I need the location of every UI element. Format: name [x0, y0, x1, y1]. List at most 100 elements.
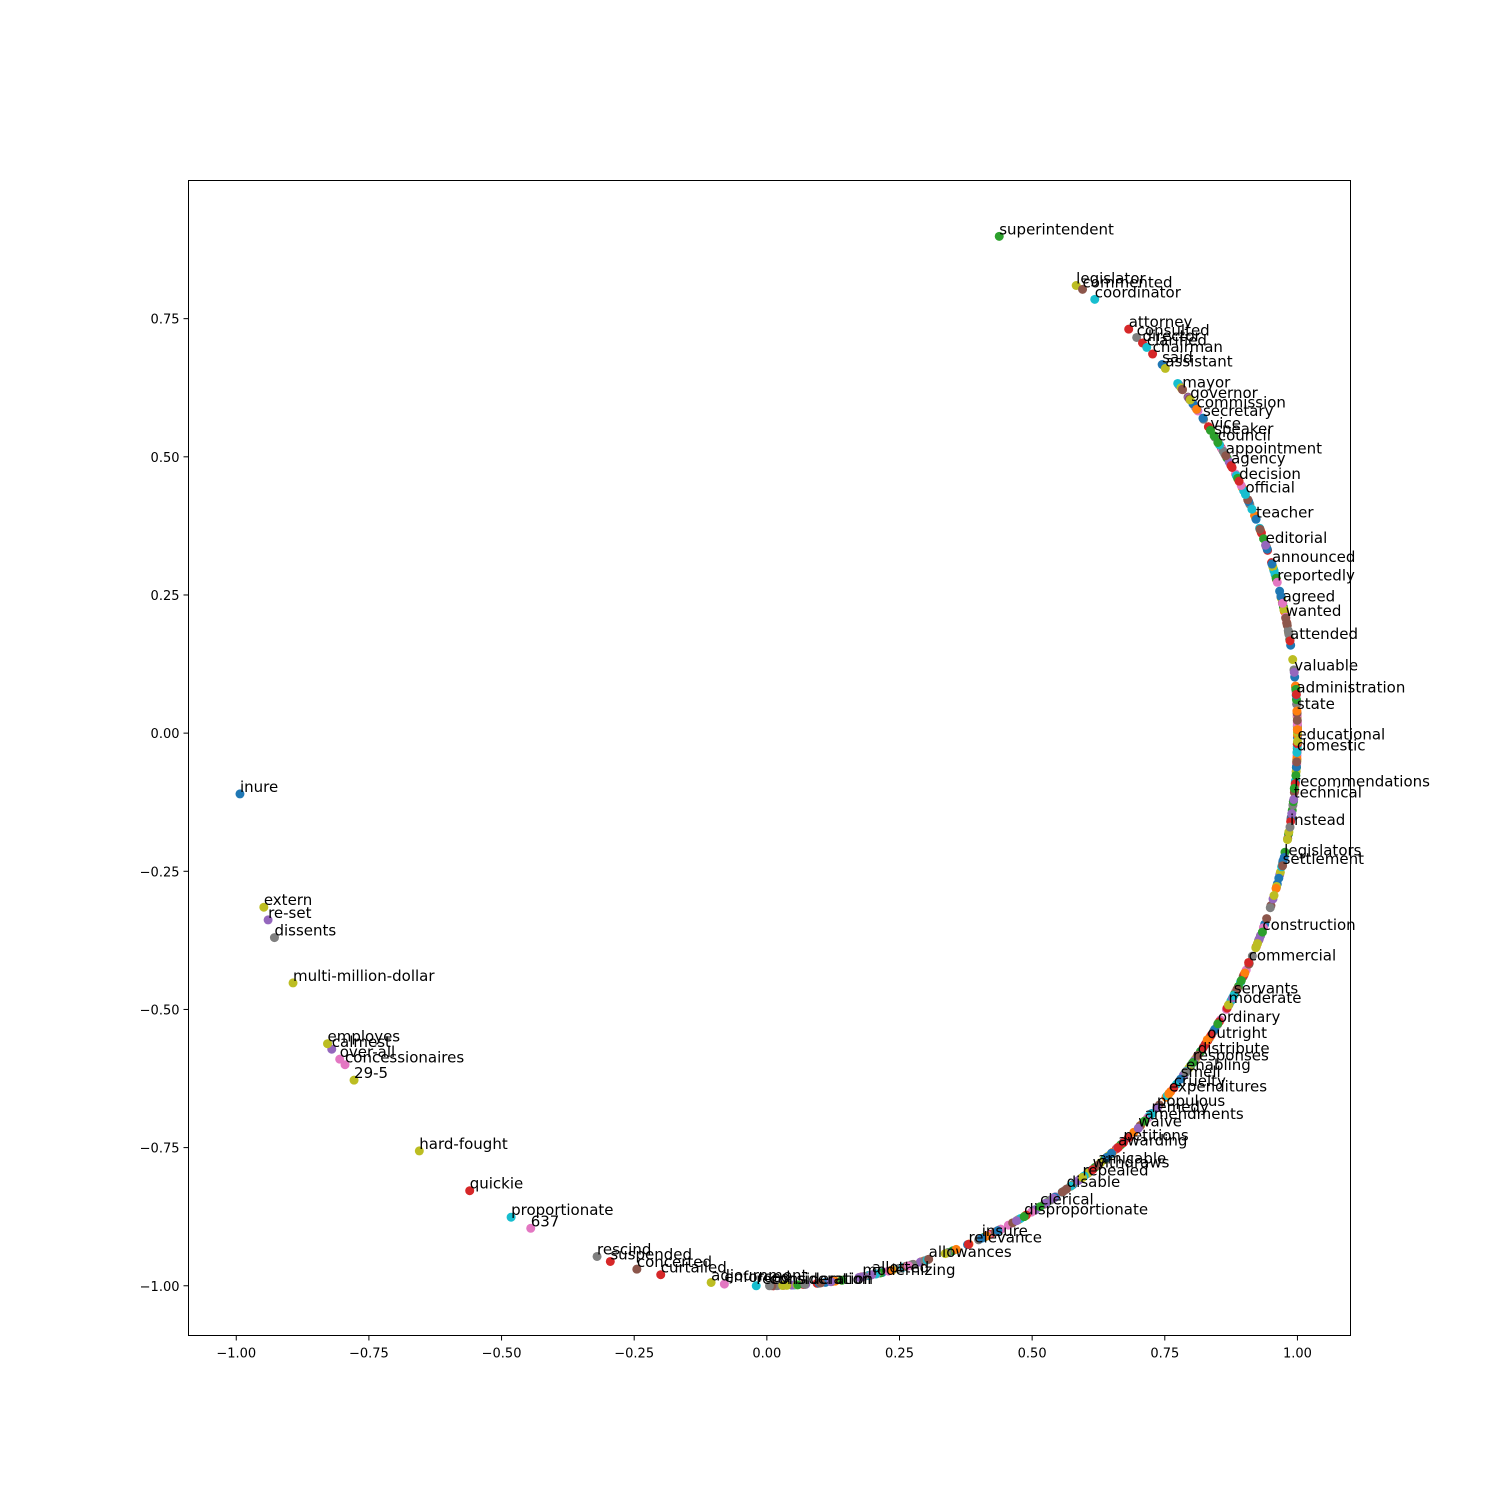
x-tick-label: −1.00: [216, 1347, 256, 1362]
y-axis-ticks: 0.75 0.50 0.25 0.00 −0.25 −0.50 −0.75 −1.00: [140, 313, 189, 1295]
point-label: secretary: [1203, 402, 1274, 420]
scatter-point: [1292, 736, 1302, 746]
x-tick-label: −0.25: [614, 1347, 654, 1362]
scatter-point: [1140, 1116, 1150, 1126]
scatter-point: [1181, 1067, 1191, 1077]
scatter-point: [1164, 1088, 1174, 1098]
point-label: amicable: [1098, 1149, 1166, 1167]
x-tick-label: 0.50: [1018, 1347, 1047, 1362]
scatter-point: [1255, 524, 1265, 534]
y-tick-label: 0.75: [151, 313, 180, 328]
scatter-point: [526, 1223, 536, 1233]
point-label: reportedly: [1277, 566, 1355, 584]
scatter-point: [1252, 939, 1262, 949]
scatter-point: [335, 1054, 345, 1064]
scatter-point: [1188, 1058, 1198, 1067]
scatter-point: [1113, 1143, 1123, 1153]
scatter-point: [1147, 1109, 1157, 1119]
scatter-point: [940, 1249, 950, 1259]
scatter-point: [1291, 770, 1301, 780]
x-tick-label: 0.25: [885, 1347, 914, 1362]
point-label: allowances: [929, 1243, 1012, 1261]
point-label: wanted: [1286, 602, 1342, 620]
point-label: mayor: [1182, 373, 1231, 391]
point-label: modernizing: [862, 1261, 955, 1279]
point-label: enforced: [724, 1268, 790, 1286]
scatter-point: [706, 1277, 716, 1287]
scatter-point: [837, 1275, 847, 1285]
scatter-point: [826, 1277, 836, 1287]
point-label: speaker: [1214, 420, 1274, 438]
scatter-point: [1285, 636, 1295, 646]
scatter-point: [1282, 835, 1292, 845]
point-label: withdraws: [1093, 1154, 1170, 1172]
scatter-point: [1124, 324, 1134, 334]
scatter-point: [1292, 747, 1302, 757]
scatter-point: [1205, 425, 1215, 435]
scatter-point: [1272, 577, 1282, 587]
scatter-point: [592, 1251, 602, 1261]
scatter-point: [1257, 927, 1267, 937]
point-label: ordinary: [1218, 1008, 1281, 1026]
scatter-point: [924, 1254, 934, 1264]
scatter-point: [1236, 976, 1246, 986]
point-label: valuable: [1294, 656, 1358, 674]
scatter-point: [1142, 342, 1152, 352]
scatter-point: [1292, 706, 1302, 716]
scatter-point: [656, 1270, 666, 1280]
point-label: clerical: [1040, 1191, 1094, 1209]
x-tick-label: −0.50: [482, 1347, 522, 1362]
scatter-point: [288, 978, 298, 988]
point-label: extern: [264, 891, 312, 909]
scatter-point: [1185, 395, 1195, 405]
scatter-point: [263, 915, 273, 925]
point-label: waive: [1138, 1112, 1182, 1130]
scatter-point: [1148, 349, 1158, 359]
point-label: relevance: [968, 1228, 1042, 1246]
point-label: calmest: [332, 1033, 391, 1051]
scatter-point: [1106, 1148, 1116, 1158]
point-label: outright: [1207, 1024, 1267, 1042]
point-label: over-all: [340, 1043, 395, 1061]
point-label: coordinator: [1095, 283, 1182, 301]
scatter-point: [506, 1212, 516, 1222]
x-tick-label: 1.00: [1283, 1347, 1312, 1362]
point-label: remedy: [1152, 1098, 1209, 1116]
scatter-point: [1271, 883, 1281, 893]
x-axis-ticks: −1.00 −0.75 −0.50 −0.25 0.00 0.25 0.50 0.75 1.00: [216, 1335, 1312, 1362]
scatter-point: [1244, 957, 1254, 967]
point-label: awarding: [1118, 1132, 1187, 1150]
point-label: vice: [1210, 414, 1241, 432]
y-tick-label: −1.00: [140, 1280, 180, 1295]
point-label: commission: [1197, 393, 1286, 411]
scatter-point: [1035, 1202, 1045, 1212]
scatter-point: [1176, 1074, 1186, 1084]
scatter-point: [1234, 476, 1244, 486]
point-label: commercial: [1249, 946, 1337, 964]
point-label: council: [1218, 426, 1271, 444]
scatter-point: [1019, 1212, 1029, 1222]
scatter-point: [1281, 613, 1291, 623]
point-label: clarified: [1147, 331, 1207, 349]
plot-area-frame: [188, 180, 1351, 1336]
point-label: state: [1297, 695, 1335, 713]
point-label: attorney: [1129, 313, 1193, 331]
point-label: director: [1143, 327, 1202, 345]
scatter-point: [1223, 1000, 1233, 1010]
scatter-point: [1288, 655, 1298, 665]
scatter-point: [1240, 968, 1250, 978]
scatter-point: [816, 1278, 826, 1288]
point-label: teacher: [1256, 503, 1314, 521]
point-label: instead: [1290, 811, 1345, 829]
scatter-point: [1261, 540, 1271, 550]
scatter-point: [1226, 461, 1236, 471]
scatter-point: [857, 1272, 867, 1282]
point-label: dissents: [274, 922, 336, 940]
point-label: responses: [1193, 1047, 1269, 1065]
scatter-point: [719, 1279, 729, 1289]
point-label: suspended: [610, 1245, 692, 1263]
point-label: proportionate: [511, 1201, 613, 1219]
scatter-point: [465, 1186, 475, 1196]
y-tick-label: 0.25: [151, 589, 180, 604]
scatter-point: [1177, 384, 1187, 394]
